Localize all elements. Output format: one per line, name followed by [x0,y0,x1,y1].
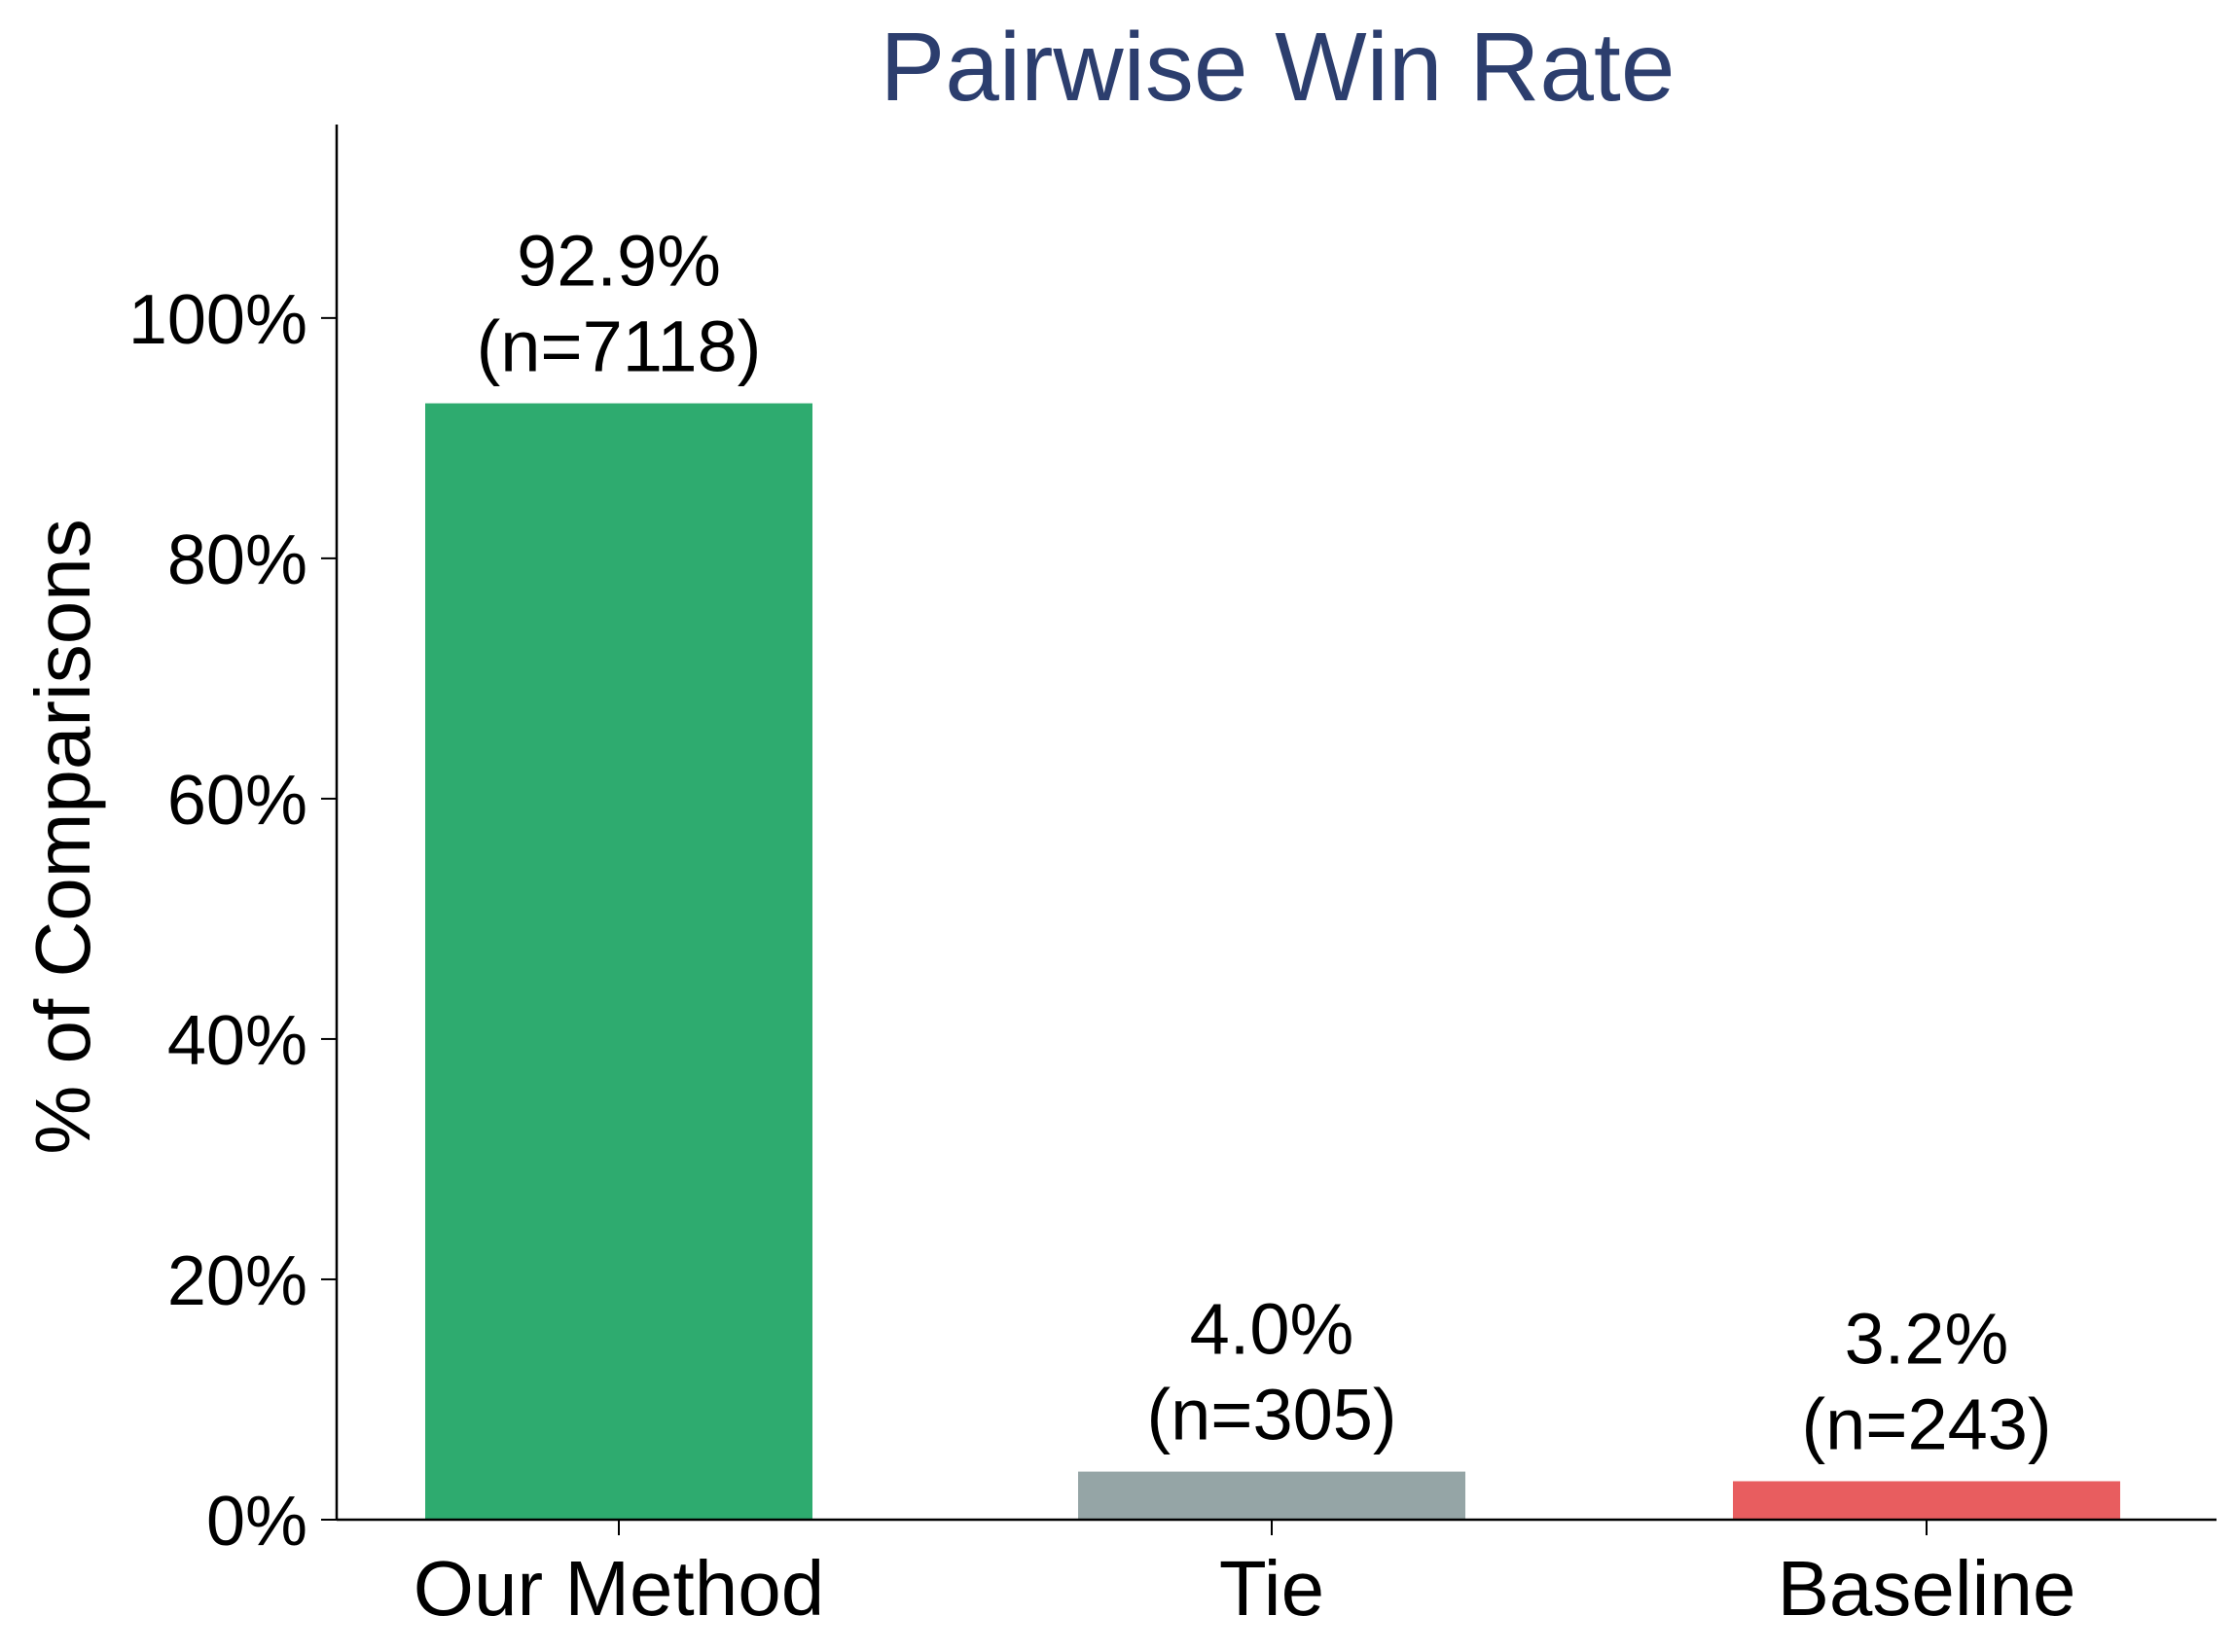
bar-tie [1078,1471,1465,1520]
x-tick-label: Tie [1219,1545,1324,1632]
y-tick-label: 80% [167,521,307,599]
bar-count-label: (n=305) [1146,1375,1396,1455]
bar-our-method [425,403,812,1520]
x-tick-label: Our Method [414,1545,824,1632]
bar-value-label: 3.2% [1845,1298,2009,1379]
bar-count-label: (n=7118) [477,306,762,387]
bar-value-label: 92.9% [517,221,721,302]
bar-baseline [1733,1481,2120,1520]
y-tick-label: 60% [167,762,307,840]
y-tick-label: 20% [167,1242,307,1320]
y-axis-label: % of Comparisons [19,519,106,1155]
bar-count-label: (n=243) [1801,1383,2051,1464]
x-tick-label: Baseline [1778,1545,2076,1632]
bar-value-label: 4.0% [1190,1289,1354,1370]
chart-title: Pairwise Win Rate [881,13,1676,122]
y-tick-label: 100% [128,281,307,359]
y-tick-label: 40% [167,1002,307,1080]
y-tick-label: 0% [206,1483,307,1561]
